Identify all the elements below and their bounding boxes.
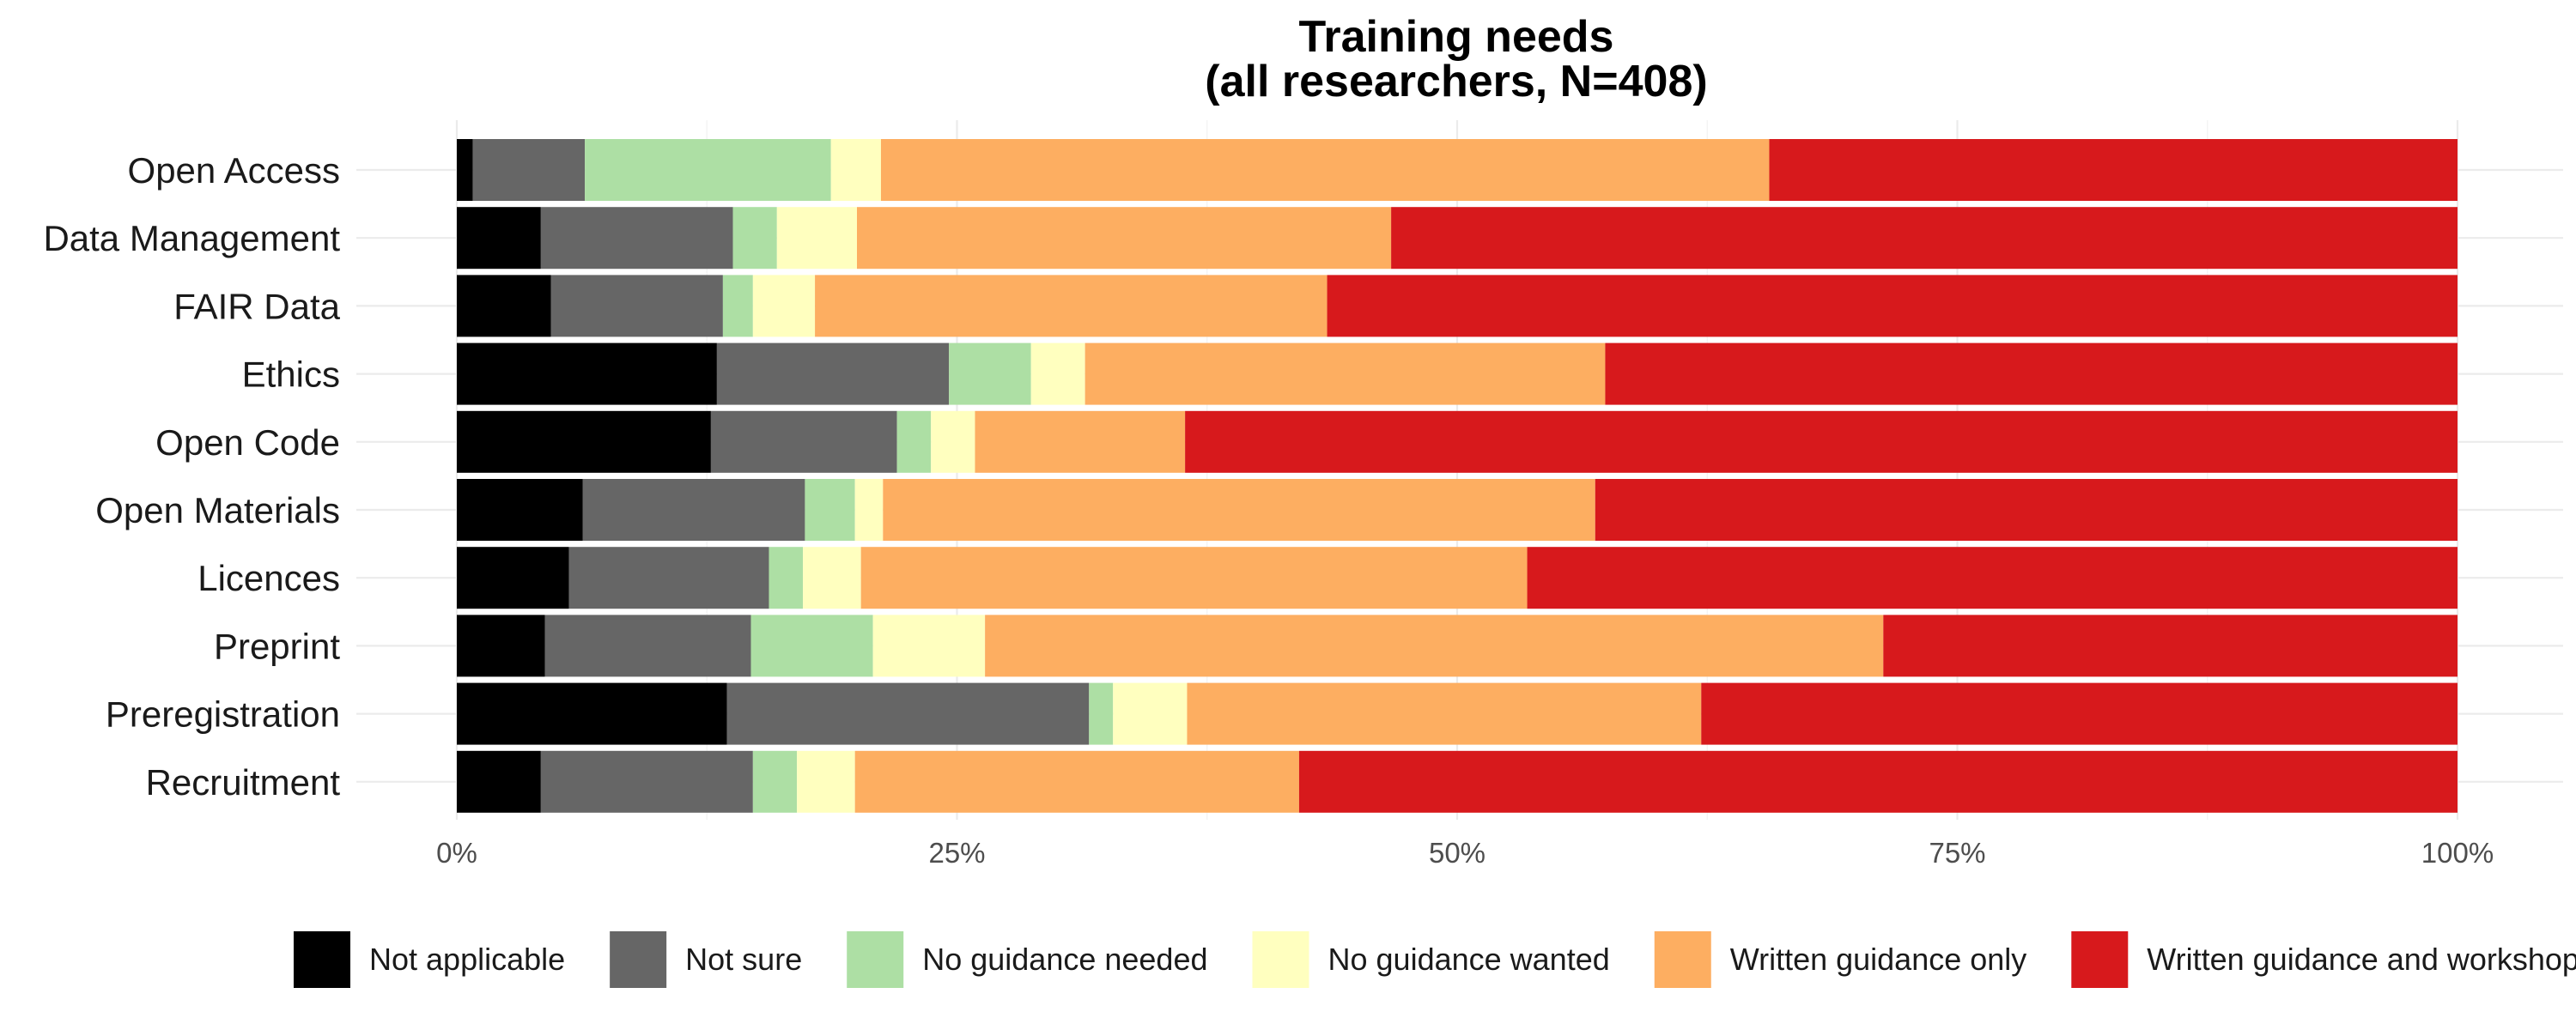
bar-segment (1185, 410, 2458, 473)
bar-segment (457, 275, 551, 337)
bar-segment (1327, 275, 2458, 337)
bar-segment (1187, 682, 1702, 745)
legend-label: Written guidance only (1730, 942, 2027, 977)
bar-segment (716, 342, 950, 405)
x-tick-label: 25% (928, 837, 985, 869)
bar-segment (1089, 682, 1114, 745)
legend-key (294, 931, 350, 988)
axes: Open Access Data Management FAIR Data Ethic… (43, 150, 2494, 869)
bar-segment (457, 139, 473, 201)
legend: Not applicable Not sure No guidance needed… (294, 931, 2576, 988)
bar-segment (457, 207, 541, 270)
legend-key (610, 931, 667, 988)
bar-segment (544, 615, 751, 677)
bar-segment (985, 615, 1884, 677)
category-label: Open Materials (95, 490, 340, 530)
bar-segment (1391, 207, 2458, 270)
bar-segment (457, 479, 583, 541)
legend-key (1252, 931, 1309, 988)
x-tick-label: 100% (2421, 837, 2494, 869)
bar-segment (1769, 139, 2458, 201)
bar-segment (457, 342, 717, 405)
x-tick-label: 75% (1929, 837, 1985, 869)
bar-segment (1883, 615, 2458, 677)
bar-segment (975, 410, 1186, 473)
category-label: Open Code (155, 422, 340, 463)
bar-segment (776, 207, 857, 270)
bar-segment (457, 750, 541, 813)
bar-segment (883, 479, 1595, 541)
bar-segment (857, 207, 1392, 270)
bar-segment (1113, 682, 1188, 745)
bar-segment (896, 410, 932, 473)
bar-segment (726, 682, 1090, 745)
bar-segment (880, 139, 1770, 201)
category-label: Preregistration (106, 694, 340, 735)
bar-segment (540, 750, 753, 813)
bar-segment (1595, 479, 2458, 541)
bar-segment (1701, 682, 2458, 745)
bar-segment (585, 139, 831, 201)
chart-title-line: (all researchers, N=408) (1205, 57, 1707, 106)
bar-segment (769, 547, 804, 609)
category-label: Data Management (43, 218, 340, 258)
x-tick-label: 0% (436, 837, 477, 869)
legend-label: No guidance wanted (1328, 942, 1610, 977)
bars (457, 139, 2458, 813)
category-label: Preprint (214, 626, 340, 666)
bar-segment (931, 410, 975, 473)
bar-segment (854, 479, 884, 541)
chart-title-line: Training needs (1299, 12, 1614, 62)
bar-segment (750, 615, 873, 677)
x-tick-label: 50% (1429, 837, 1485, 869)
bar-segment (550, 275, 723, 337)
bar-segment (854, 750, 1299, 813)
bar-segment (860, 547, 1528, 609)
bar-segment (1298, 750, 2458, 813)
bar-segment (457, 410, 711, 473)
legend-label: No guidance needed (922, 942, 1207, 977)
category-label: Ethics (242, 354, 340, 395)
bar-segment (815, 275, 1327, 337)
bar-segment (803, 547, 861, 609)
bar-segment (805, 479, 855, 541)
bar-segment (582, 479, 805, 541)
bar-segment (752, 750, 798, 813)
legend-label: Written guidance and workshop-led traini… (2147, 942, 2576, 977)
bar-segment (1527, 547, 2458, 609)
bar-segment (722, 275, 753, 337)
bar-segment (1605, 342, 2458, 405)
legend-label: Not sure (685, 942, 802, 977)
bar-segment (457, 547, 569, 609)
legend-key (1654, 931, 1711, 988)
category-label: Recruitment (146, 762, 341, 803)
bar-segment (1030, 342, 1085, 405)
bar-segment (732, 207, 777, 270)
bar-segment (540, 207, 733, 270)
chart-title: Training needs (all researchers, N=408) (1205, 12, 1707, 106)
legend-label: Not applicable (369, 942, 565, 977)
bar-segment (872, 615, 986, 677)
bar-segment (1084, 342, 1606, 405)
bar-segment (457, 682, 727, 745)
bar-segment (710, 410, 897, 473)
bar-segment (949, 342, 1031, 405)
category-label: FAIR Data (173, 286, 340, 326)
bar-segment (568, 547, 769, 609)
category-label: Licences (197, 558, 340, 598)
bar-segment (457, 615, 545, 677)
bar-segment (472, 139, 586, 201)
bar-segment (830, 139, 881, 201)
category-label: Open Access (128, 150, 340, 191)
bar-segment (797, 750, 855, 813)
legend-key (847, 931, 904, 988)
legend-key (2071, 931, 2129, 988)
bar-segment (752, 275, 816, 337)
